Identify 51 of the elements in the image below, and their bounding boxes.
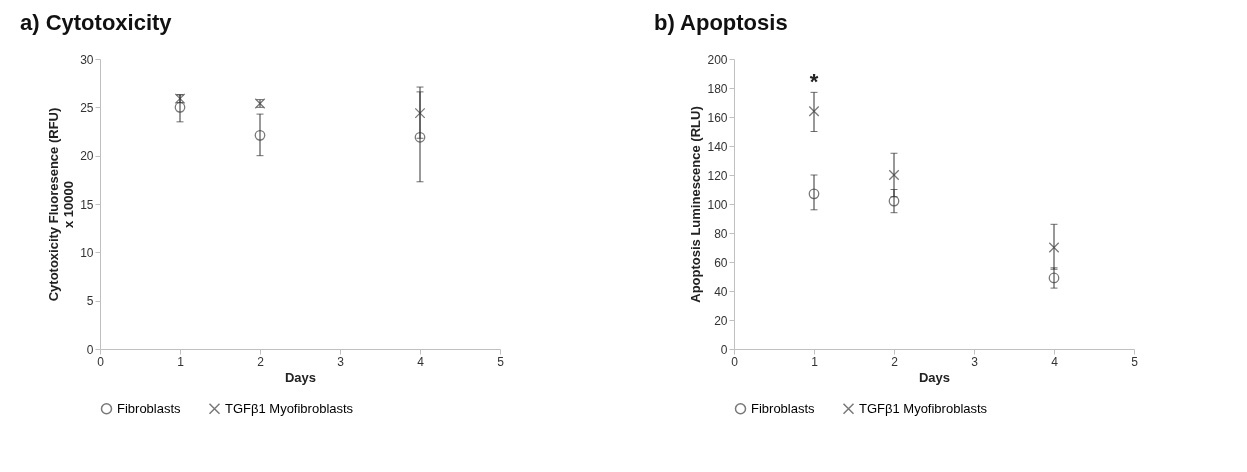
point [414, 107, 426, 119]
x-tick-label: 5 [497, 354, 505, 369]
y-tick-label: 0 [720, 342, 728, 357]
x-tick-label: 0 [97, 354, 105, 369]
chart-title: a) Cytotoxicity [20, 10, 173, 35]
y-tick-label: 20 [80, 149, 94, 164]
x-tick-label: 4 [417, 354, 425, 369]
point [414, 131, 426, 143]
y-tick-label: 60 [714, 255, 728, 270]
y-tick-label: 80 [714, 226, 728, 241]
point [808, 105, 820, 117]
y-tick-label: 200 [707, 52, 728, 67]
x-tick-label: 3 [971, 354, 979, 369]
x-tick-label: 0 [731, 354, 739, 369]
point [254, 129, 266, 141]
x-tick-label: 3 [337, 354, 345, 369]
y-tick-label: 30 [80, 52, 94, 67]
y-tick-label: 5 [86, 294, 94, 309]
y-tick-label: 25 [80, 100, 94, 115]
y-axis-title: Apoptosis Luminescence (RLU) [688, 106, 704, 303]
x-tick-label: 1 [811, 354, 819, 369]
y-tick-label: 160 [707, 110, 728, 125]
legend-label: Fibroblasts [751, 400, 816, 416]
x-axis-title: Days [284, 369, 317, 385]
y-tick-label: 40 [714, 284, 728, 299]
x-axis-title: Days [918, 369, 951, 385]
x-tick-label: 4 [1051, 354, 1059, 369]
point [174, 101, 186, 113]
y-tick-label: 20 [714, 313, 728, 328]
y-tick-label: 100 [707, 197, 728, 212]
y-tick-label: 15 [80, 197, 94, 212]
x-tick-label: 2 [891, 354, 899, 369]
legend-label: TGFβ1 Myofibroblasts [225, 400, 354, 416]
y-tick-label: 0 [86, 342, 94, 357]
y-tick-label: 180 [707, 81, 728, 96]
point [1048, 242, 1060, 253]
y-axis-title: Cytotoxicity Fluoresence (RFU) x 10000 [46, 107, 77, 302]
point [808, 188, 820, 200]
x-tick-label: 5 [1131, 354, 1139, 369]
y-tick-label: 140 [707, 139, 728, 154]
chart-title: b) Apoptosis [654, 10, 788, 35]
annotation: * [809, 69, 819, 95]
y-tick-label: 10 [80, 245, 94, 260]
x-tick-label: 1 [177, 354, 185, 369]
y-tick-label: 120 [707, 168, 728, 183]
legend-label: Fibroblasts [117, 400, 182, 416]
point [888, 169, 900, 181]
legend-label: TGFβ1 Myofibroblasts [859, 400, 988, 416]
point [888, 195, 900, 207]
x-tick-label: 2 [257, 354, 265, 369]
point [1048, 272, 1060, 284]
